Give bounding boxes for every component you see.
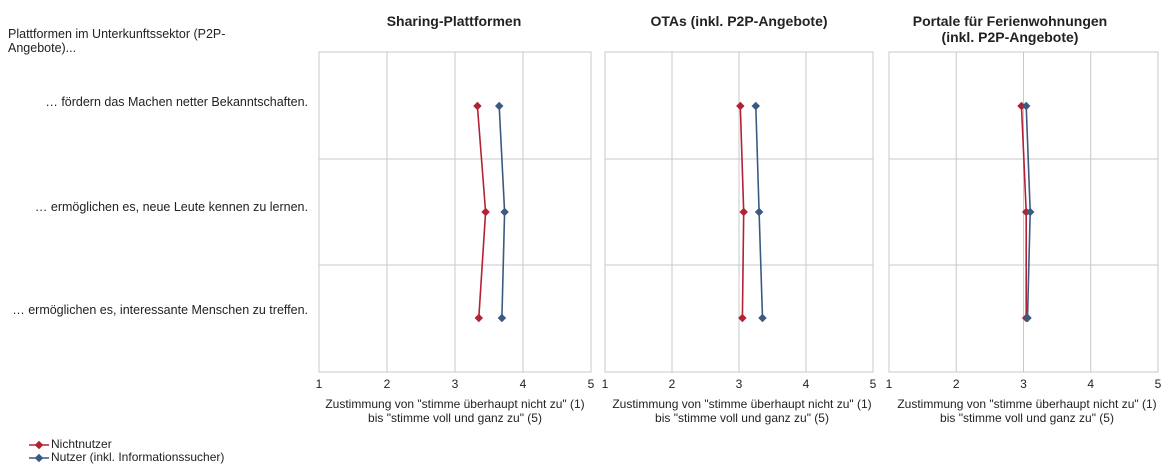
- panel-1-title: Sharing-Plattformen: [386, 13, 522, 29]
- panel-1-point-nutzer-2: [500, 207, 509, 217]
- panel-2-title: OTAs (inkl. P2P-Angebote): [650, 13, 828, 29]
- panel-3-title: Portale für Ferienwohnungen (inkl. P2P-A…: [912, 13, 1108, 45]
- panel-3-tick-label: 3: [1020, 377, 1027, 391]
- panel-2-tick-label: 5: [870, 377, 877, 391]
- panel-2-point-nutzer-3: [758, 313, 767, 323]
- panel-3-tick-label: 4: [1087, 377, 1094, 391]
- panel-1-point-nichtnutzer-1: [473, 101, 482, 111]
- legend-item-nichtnutzer: Nichtnutzer: [28, 438, 224, 451]
- panel-2-xlabel: Zustimmung von "stimme überhaupt nicht z…: [612, 397, 872, 425]
- row-label-3: … ermöglichen es, interessante Menschen …: [12, 303, 308, 317]
- panel-2-tick-label: 4: [803, 377, 810, 391]
- legend-swatch-nichtnutzer: [29, 440, 49, 449]
- panel-3-tick-label: 2: [953, 377, 960, 391]
- panel-1-xlabel: Zustimmung von "stimme überhaupt nicht z…: [325, 397, 585, 425]
- panel-2-tick-label: 1: [602, 377, 609, 391]
- panel-2-tick-label: 2: [669, 377, 676, 391]
- row-heading: Plattformen im Unterkunftssektor (P2P-An…: [8, 27, 226, 55]
- panel-3-tick-label: 5: [1155, 377, 1162, 391]
- panel-1-tick-label: 1: [316, 377, 323, 391]
- panel-2-point-nutzer-2: [754, 207, 764, 217]
- legend-label-nichtnutzer: Nichtnutzer: [51, 437, 112, 451]
- legend: Nichtnutzer Nutzer (inkl. Informationssu…: [28, 438, 224, 464]
- panel-1-point-nichtnutzer-3: [474, 313, 484, 323]
- panel-1-tick-label: 4: [520, 377, 527, 391]
- panel-2-tick-label: 3: [736, 377, 743, 391]
- legend-label-nutzer: Nutzer (inkl. Informationssucher): [51, 450, 225, 464]
- row-label-2: … ermöglichen es, neue Leute kennen zu l…: [34, 200, 308, 214]
- panel-2-point-nichtnutzer-1: [736, 101, 745, 111]
- legend-item-nutzer: Nutzer (inkl. Informationssucher): [28, 451, 224, 464]
- panel-2-point-nichtnutzer-2: [739, 207, 748, 217]
- panel-3-tick-label: 1: [886, 377, 893, 391]
- panel-1-tick-label: 3: [452, 377, 459, 391]
- legend-swatch-nutzer: [29, 453, 49, 462]
- panel-2-point-nutzer-1: [751, 101, 761, 111]
- panel-1-tick-label: 5: [588, 377, 595, 391]
- panel-1-point-nutzer-1: [494, 101, 504, 111]
- panel-3-point-nutzer-3: [1023, 313, 1032, 323]
- panel-3-xlabel: Zustimmung von "stimme überhaupt nicht z…: [897, 397, 1157, 425]
- row-label-1: … fördern das Machen netter Bekanntschaf…: [45, 95, 308, 109]
- panel-1-point-nutzer-3: [497, 313, 507, 323]
- panel-1-point-nichtnutzer-2: [481, 207, 490, 217]
- panel-1-tick-label: 2: [384, 377, 391, 391]
- panel-3-point-nutzer-1: [1021, 101, 1031, 111]
